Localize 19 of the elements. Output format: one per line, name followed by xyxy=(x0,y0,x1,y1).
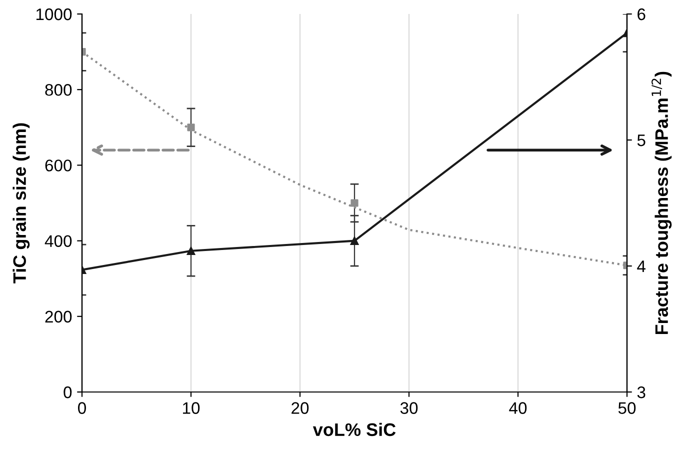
y-tick-label: 0 xyxy=(64,386,72,398)
x-tick-label: 0 xyxy=(78,402,86,414)
y2-tick-label: 4 xyxy=(637,260,646,272)
x-tick-label: 30 xyxy=(400,402,418,414)
x-tick-label: 10 xyxy=(183,402,200,414)
y-tick-label: 1000 xyxy=(36,8,72,20)
y-tick-label: 600 xyxy=(45,160,72,172)
x-tick-label: 50 xyxy=(618,402,636,414)
y-tick-label: 800 xyxy=(45,84,72,96)
y-tick-label: 200 xyxy=(45,310,72,323)
y2-tick-label: 3 xyxy=(637,386,646,398)
y-axis-title: TiC grain size (nm) xyxy=(12,123,30,284)
x-tick-label: 40 xyxy=(509,402,527,414)
y-tick-label: 400 xyxy=(44,235,72,248)
y2-axis-title: Fracture toughness (MPa.m$^{1/2}$) xyxy=(652,72,672,334)
y2-tick-label: 5 xyxy=(637,134,646,146)
x-tick-label: 20 xyxy=(292,402,309,414)
x-axis-title: voL% SiC xyxy=(312,422,396,436)
y2-tick-label: 6 xyxy=(638,8,646,20)
